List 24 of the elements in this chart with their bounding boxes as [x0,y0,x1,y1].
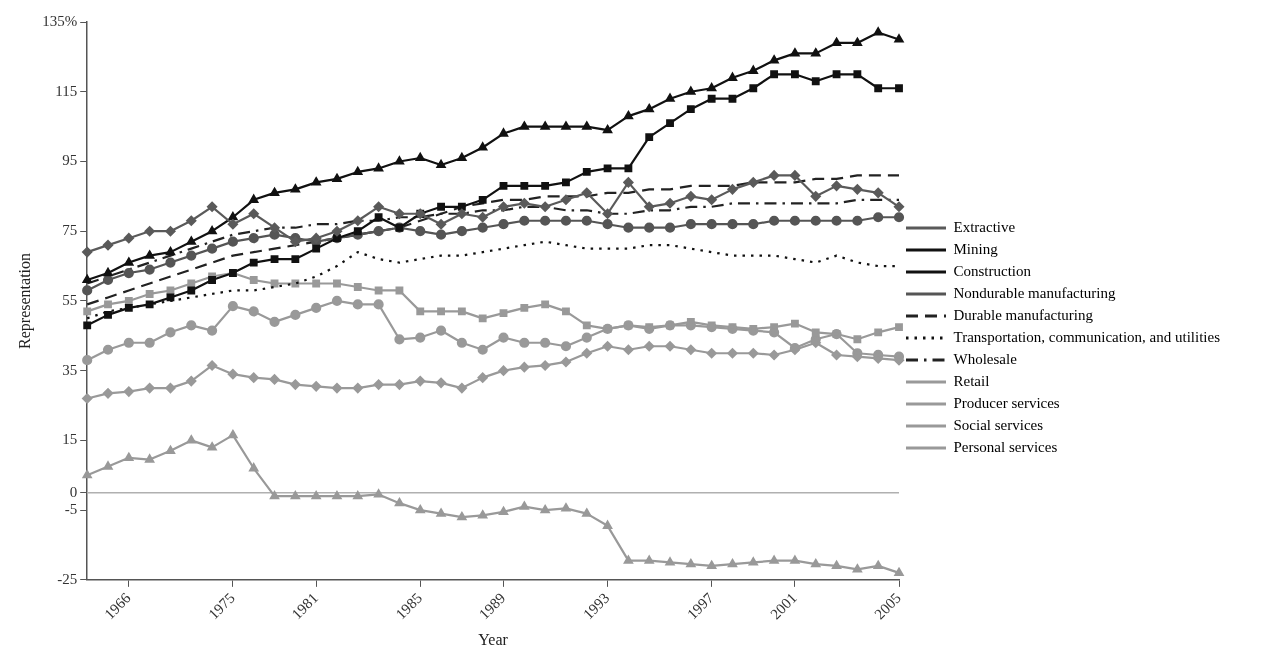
y-tick-label: 0 [69,483,78,500]
legend-label: Producer services [953,394,1060,411]
y-axis-title: Representation [15,252,34,349]
x-axis-title: Year [478,630,509,648]
y-tick-label: 35 [62,361,78,378]
legend-label: Extractive [953,218,1016,235]
y-tick-label: 115 [55,82,78,99]
legend-label: Mining [953,240,999,257]
y-tick-label: 75 [62,222,78,239]
y-tick-label: 135% [42,12,78,29]
y-tick-label: -5 [64,501,78,518]
x-tick-label: 1981 [288,589,322,623]
y-tick-label: 55 [62,291,78,308]
legend-label: Social services [953,416,1044,433]
legend-label: Construction [953,262,1032,279]
legend-label: Transportation, communication, and utilities [953,328,1221,345]
y-tick-label: 15 [62,431,78,448]
y-tick-label: -25 [57,570,78,587]
y-tick-label: 95 [62,152,78,169]
legend-label: Personal services [953,438,1058,455]
legend-label: Wholesale [953,350,1018,367]
legend-label: Durable manufacturing [953,306,1094,323]
legend-label: Retail [953,372,990,389]
legend-label: Nondurable manufacturing [953,284,1117,301]
